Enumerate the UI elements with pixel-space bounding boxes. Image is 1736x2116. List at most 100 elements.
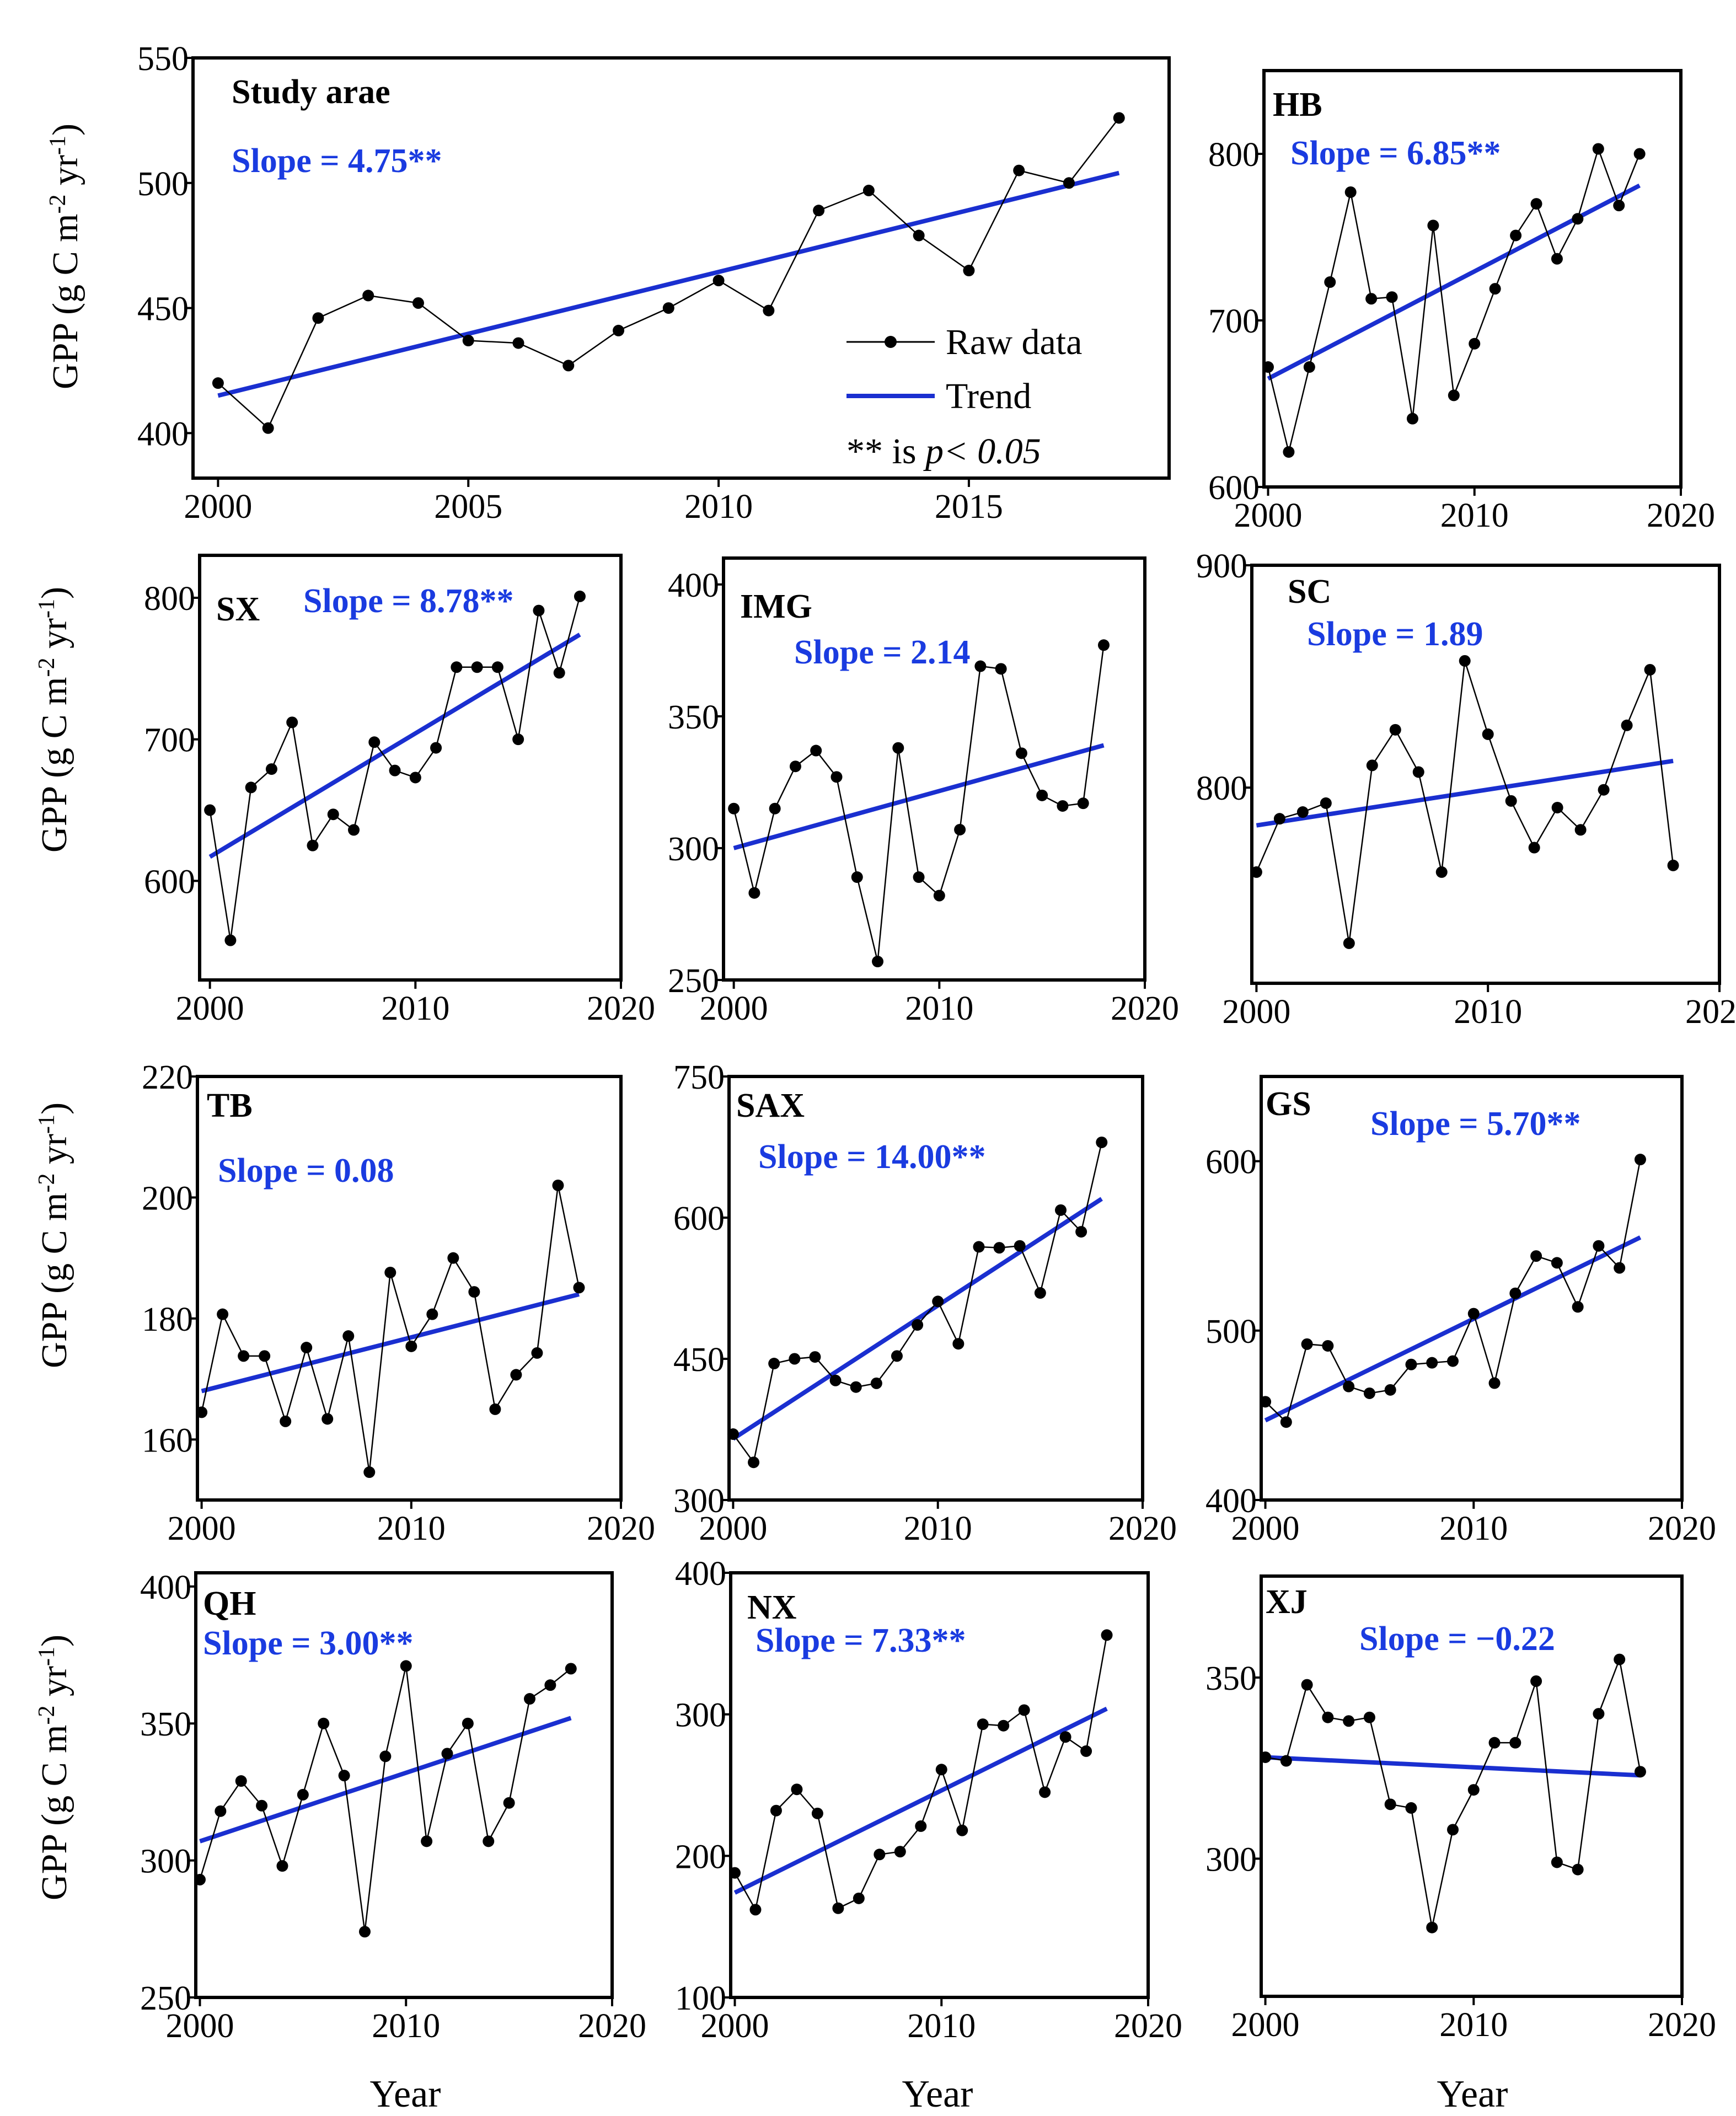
x-tick-label-2020: 2020 [1648, 2006, 1716, 2044]
x-tick-label-2010: 2010 [684, 488, 753, 526]
x-axis-label-col-1: Year [370, 2073, 441, 2115]
panel-sx-frame [198, 554, 623, 982]
trend-line [733, 1706, 1108, 1895]
trend-line [208, 633, 581, 859]
ylabel-part-yr: yr [45, 155, 85, 195]
data-point-2009 [662, 302, 674, 314]
data-point-2016 [1593, 1240, 1605, 1252]
data-point-2000 [212, 377, 224, 389]
x-tick-label-2000: 2000 [700, 990, 768, 1027]
trend-line [1256, 758, 1674, 828]
data-point-2003 [1322, 1711, 1334, 1723]
data-point-2004 [286, 716, 298, 728]
data-point-2011 [952, 1338, 965, 1350]
data-point-2017 [544, 1679, 556, 1691]
data-point-2016 [1621, 719, 1633, 731]
data-point-2013 [1530, 198, 1542, 210]
data-point-2010 [712, 275, 725, 287]
data-point-2010 [1482, 728, 1494, 740]
data-point-2017 [1075, 1226, 1087, 1238]
y-tick-label-450: 450 [137, 291, 189, 328]
data-point-2016 [1059, 1731, 1071, 1743]
data-point-2007 [1405, 1358, 1417, 1370]
panel-xj-slope: Slope = −0.22 [1359, 1620, 1555, 1658]
data-point-2009 [379, 1750, 392, 1763]
x-tick-label-2010: 2010 [1440, 497, 1509, 534]
data-point-2009 [389, 764, 401, 776]
y-tick-label-200: 200 [142, 1180, 193, 1217]
y-axis-label-row-3: GPP (g C m-2 yr-1) [34, 1102, 74, 1368]
data-point-2013 [468, 1286, 480, 1298]
trend-line [733, 743, 1105, 850]
ylabel-sup-1: -2 [34, 1706, 60, 1725]
x-tick-label-2010: 2010 [1454, 993, 1522, 1031]
data-point-2013 [998, 1719, 1010, 1732]
data-point-2010 [409, 772, 421, 784]
data-point-2017 [1613, 200, 1625, 212]
data-point-2015 [1598, 784, 1610, 796]
ylabel-part-yr: yr [34, 1666, 74, 1706]
ylabel-part-close: ) [34, 587, 74, 599]
data-point-2001 [749, 1904, 762, 1916]
y-tick-label-400: 400 [668, 567, 719, 604]
x-tick-label-2010: 2010 [905, 990, 973, 1027]
raw-data-line [732, 1142, 1102, 1464]
panel-sax: SAX Slope = 14.00** 2000 2010 2020 300 450 60… [673, 1059, 1177, 1547]
data-point-2007 [874, 1849, 886, 1861]
data-point-2005 [832, 1902, 844, 1914]
panel-sax-slope: Slope = 14.00** [758, 1138, 986, 1176]
data-point-2006 [327, 808, 339, 821]
ylabel-sup-2: -1 [34, 599, 60, 618]
x-tick-label-2010: 2010 [904, 1510, 972, 1547]
data-point-2004 [810, 744, 822, 757]
data-point-2003 [259, 1350, 271, 1362]
data-point-2017 [552, 1179, 564, 1191]
panel-hb-frame [1262, 69, 1683, 489]
x-tick-label-2010: 2010 [372, 2007, 440, 2045]
data-point-2007 [1406, 413, 1418, 425]
raw-data-line [1256, 660, 1674, 944]
data-point-2014 [491, 661, 503, 673]
data-point-2007 [342, 1330, 355, 1342]
data-point-2006 [1384, 1384, 1396, 1396]
data-point-2016 [531, 1347, 543, 1359]
panel-img: IMG Slope = 2.14 2000 2010 2020 250 300 350 40… [668, 556, 1179, 1027]
data-point-2001 [215, 1805, 227, 1817]
y-tick-label-400: 400 [675, 1555, 726, 1593]
x-tick-label-2000: 2000 [184, 488, 252, 526]
data-point-2002 [245, 781, 257, 794]
panel-study-title: Study arae [232, 73, 390, 111]
x-tick-label-2000: 2000 [168, 1510, 236, 1547]
data-point-2005 [1363, 1711, 1375, 1723]
data-point-2002 [768, 1358, 780, 1370]
x-tick-label-2000: 2000 [700, 2007, 769, 2045]
panel-study: Study arae Slope = 4.75** 2000 2005 2010 20… [137, 40, 1171, 526]
panel-hb: HB Slope = 6.85** 2000 2010 2020 600 700 800 [1208, 69, 1715, 534]
y-tick-label-250: 250 [140, 1980, 191, 2017]
data-point-2014 [1574, 824, 1587, 836]
y-tick-label-400: 400 [140, 1569, 191, 1606]
data-point-2001 [748, 1456, 760, 1469]
data-point-2004 [1343, 1715, 1355, 1727]
data-point-2006 [1386, 291, 1398, 303]
data-point-2018 [1634, 1766, 1646, 1778]
data-point-2001 [1283, 446, 1295, 458]
data-point-2000 [728, 802, 740, 815]
x-tick-label-2020: 2020 [1685, 993, 1736, 1031]
y-tick-label-800: 800 [1208, 136, 1260, 174]
data-point-2007 [348, 824, 360, 836]
data-point-2005 [462, 335, 474, 347]
y-tick-label-600: 600 [144, 863, 195, 901]
data-point-2011 [1488, 1377, 1501, 1389]
data-point-2018 [1101, 1629, 1113, 1641]
panel-sc-title: SC [1288, 573, 1331, 610]
panel-qh-frame [194, 1571, 614, 1999]
panel-hb-slope: Slope = 6.85** [1290, 135, 1501, 172]
y-tick-label-300: 300 [673, 1482, 725, 1520]
data-point-2012 [1509, 1287, 1521, 1299]
panel-study-frame [191, 56, 1171, 480]
data-point-2008 [358, 1926, 371, 1938]
data-point-2018 [1096, 1136, 1108, 1148]
y-tick-label-350: 350 [140, 1706, 191, 1743]
data-point-2016 [533, 604, 545, 617]
